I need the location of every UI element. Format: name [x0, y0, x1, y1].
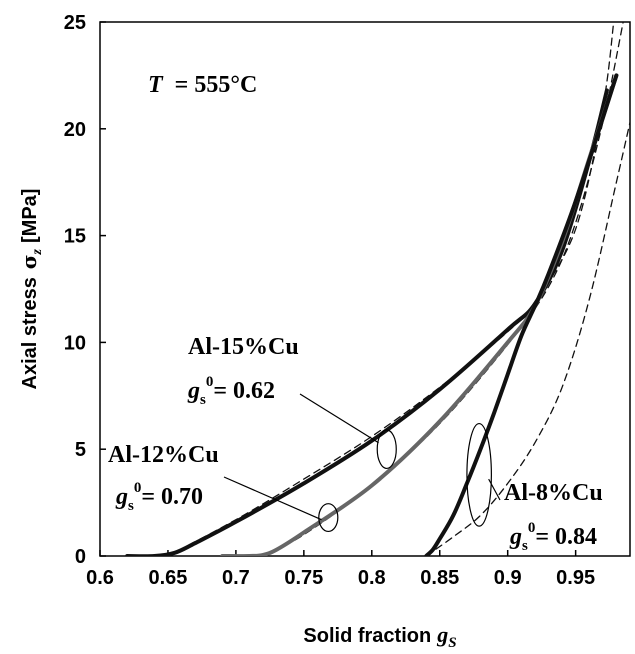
x-tick-label: 0.65	[148, 567, 187, 589]
y-tick-label: 0	[75, 546, 86, 568]
y-tick-label: 25	[64, 12, 86, 34]
x-tick-label: 0.8	[358, 567, 386, 589]
temperature-value: = 555°C	[175, 72, 258, 98]
y-tick-label: 5	[75, 439, 86, 461]
series-line-al-15-cu-model	[167, 22, 615, 556]
y-tick-label: 15	[64, 226, 86, 248]
annotation-layer	[223, 393, 501, 533]
x-tick-label: 0.7	[222, 567, 250, 589]
annotation-leader-al-8-cu	[488, 478, 501, 501]
annotation-ellipse-al-8-cu	[466, 422, 492, 527]
x-axis-title: Solid fraction gS	[303, 622, 456, 651]
plot-frame	[99, 21, 631, 557]
x-tick-label: 0.95	[556, 567, 595, 589]
series-line-al-15-cu	[125, 88, 609, 556]
y-tick-label: 10	[64, 332, 86, 354]
series-line-al-8-cu-model	[425, 121, 630, 556]
x-tick-label: 0.75	[284, 567, 323, 589]
y-axis-ticks: 0 5 10 15 20 25	[64, 12, 106, 568]
x-tick-label: 0.9	[494, 567, 522, 589]
annotation-leader-al-12-cu	[223, 476, 322, 521]
gs0-label-al8: gs0= 0.84	[509, 520, 597, 554]
temperature-label: T = 555°C	[148, 72, 257, 98]
gs0-label-al12: gs0= 0.70	[115, 480, 203, 514]
y-tick-label: 20	[64, 119, 86, 141]
series-line-al-8-cu	[424, 73, 619, 556]
series-layer	[125, 22, 630, 556]
y-axis-title: Axial stressσz[MPa]	[17, 189, 45, 390]
x-tick-label: 0.85	[420, 567, 459, 589]
x-tick-label: 0.6	[86, 567, 114, 589]
series-label-al8: Al-8%Cu	[504, 480, 603, 506]
series-label-al12: Al-12%Cu	[108, 442, 219, 468]
x-axis-ticks: 0.6 0.65 0.7 0.75 0.8 0.85 0.9 0.95	[86, 550, 595, 589]
gs0-label-al15: gs0= 0.62	[187, 374, 275, 408]
annotation-ellipse-al-12-cu	[318, 503, 339, 533]
annotation-leader-al-15-cu	[299, 393, 379, 444]
series-label-al15: Al-15%Cu	[188, 334, 299, 360]
temperature-symbol: T	[148, 72, 164, 98]
annotation-ellipse-al-15-cu	[376, 429, 397, 470]
